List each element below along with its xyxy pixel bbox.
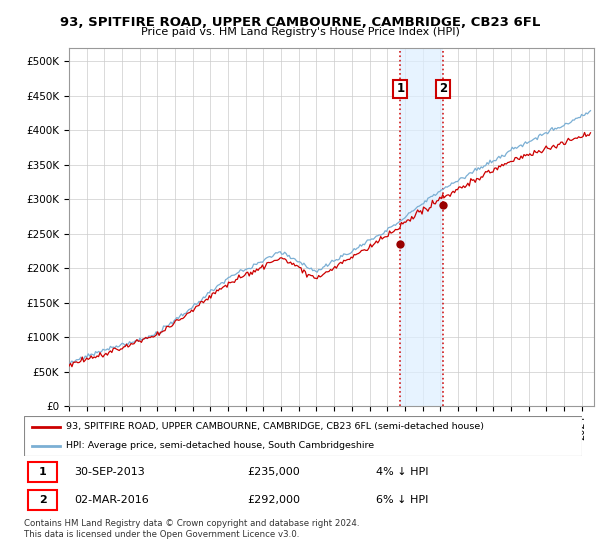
Bar — [400, 48, 443, 406]
Text: 4% ↓ HPI: 4% ↓ HPI — [376, 467, 428, 477]
Text: 6% ↓ HPI: 6% ↓ HPI — [376, 494, 428, 505]
Text: 02-MAR-2016: 02-MAR-2016 — [74, 494, 149, 505]
Text: 93, SPITFIRE ROAD, UPPER CAMBOURNE, CAMBRIDGE, CB23 6FL: 93, SPITFIRE ROAD, UPPER CAMBOURNE, CAMB… — [60, 16, 540, 29]
Text: 2: 2 — [39, 494, 47, 505]
Text: HPI: Average price, semi-detached house, South Cambridgeshire: HPI: Average price, semi-detached house,… — [66, 441, 374, 450]
Text: Contains HM Land Registry data © Crown copyright and database right 2024.
This d: Contains HM Land Registry data © Crown c… — [24, 519, 359, 539]
Text: £235,000: £235,000 — [247, 467, 300, 477]
Text: 1: 1 — [397, 82, 404, 95]
FancyBboxPatch shape — [28, 462, 58, 482]
Text: 1: 1 — [39, 467, 47, 477]
Text: 30-SEP-2013: 30-SEP-2013 — [74, 467, 145, 477]
Text: 2: 2 — [439, 82, 447, 95]
Text: £292,000: £292,000 — [247, 494, 300, 505]
Text: Price paid vs. HM Land Registry's House Price Index (HPI): Price paid vs. HM Land Registry's House … — [140, 27, 460, 37]
Text: 93, SPITFIRE ROAD, UPPER CAMBOURNE, CAMBRIDGE, CB23 6FL (semi-detached house): 93, SPITFIRE ROAD, UPPER CAMBOURNE, CAMB… — [66, 422, 484, 431]
FancyBboxPatch shape — [28, 489, 58, 510]
FancyBboxPatch shape — [24, 416, 582, 456]
